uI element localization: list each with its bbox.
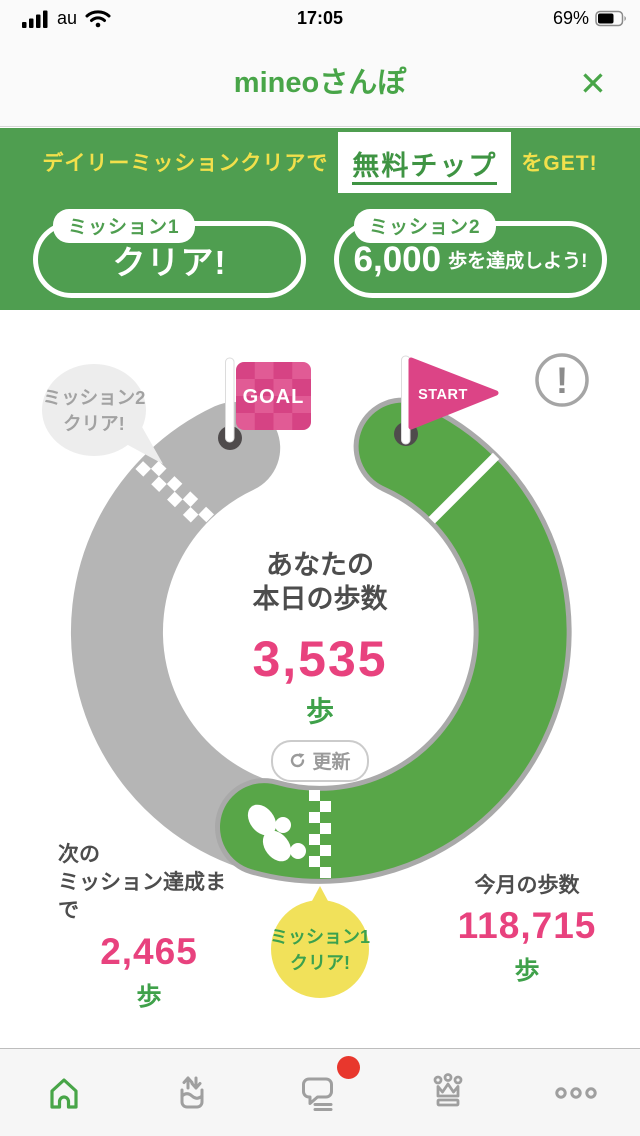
battery-percent: 69% bbox=[552, 8, 589, 28]
tab-home[interactable] bbox=[0, 1049, 128, 1136]
tab-transfer[interactable] bbox=[128, 1049, 256, 1136]
goal-flag-pole bbox=[225, 357, 235, 443]
goal-flag-banner bbox=[236, 362, 311, 430]
tab-bar bbox=[0, 1048, 640, 1136]
mission2-bubble: ミッション2 クリア! bbox=[42, 364, 163, 464]
free-chip-link[interactable]: 無料チップ bbox=[352, 150, 498, 185]
step-ring-section: GOAL START ! ミッション2 クリア! bbox=[0, 310, 640, 1048]
today-label-line1: あなたの bbox=[266, 550, 374, 580]
mission2-checker-line bbox=[135, 453, 214, 531]
goal-flag-label: GOAL bbox=[243, 386, 305, 408]
mission2-bubble-line1: ミッション2 bbox=[43, 387, 146, 408]
signal-strength-icon bbox=[22, 10, 48, 28]
status-left-cluster: au bbox=[22, 8, 111, 29]
page-title: mineoさんぽ bbox=[233, 67, 407, 99]
status-bar: au 17:05 69% bbox=[0, 0, 640, 40]
start-flag-pennant bbox=[408, 357, 499, 430]
monthly-steps-label: 今月の歩数 bbox=[474, 874, 580, 897]
banner-trail-text: をGET! bbox=[521, 152, 598, 175]
today-label-line2: 本日の歩数 bbox=[252, 584, 388, 614]
chat-icon bbox=[302, 1077, 333, 1111]
monthly-steps-unit: 歩 bbox=[514, 957, 540, 985]
mission1-bubble-line2: クリア! bbox=[290, 953, 350, 973]
more-icon bbox=[555, 1086, 597, 1099]
progress-ring: GOAL START ! ミッション2 クリア! bbox=[42, 353, 589, 998]
home-icon bbox=[50, 1077, 78, 1109]
tab-crown[interactable] bbox=[384, 1049, 512, 1136]
monthly-steps-stat: 今月の歩数 118,715 歩 bbox=[432, 869, 622, 987]
next-mission-label-line1: 次の bbox=[58, 843, 100, 866]
today-steps-readout: あなたの 本日の歩数 3,535 歩 更新 bbox=[0, 548, 640, 782]
ring-progress bbox=[220, 402, 567, 879]
banner-headline: デイリーミッションクリアで 無料チップ をGET! bbox=[0, 131, 640, 193]
monthly-steps-value: 118,715 bbox=[457, 905, 597, 946]
refresh-label: 更新 bbox=[312, 752, 351, 773]
next-mission-unit: 歩 bbox=[136, 983, 162, 1011]
footprints-icon bbox=[247, 804, 306, 862]
wifi-icon bbox=[85, 10, 111, 28]
banner-lead-text: デイリーミッションクリアで bbox=[42, 152, 329, 175]
mission2-pill: ミッション2 6,000 歩を達成しよう! bbox=[334, 209, 607, 298]
start-flag-label: START bbox=[418, 387, 468, 403]
transfer-icon bbox=[180, 1076, 204, 1108]
mission1-badge: ミッション1 bbox=[53, 209, 195, 243]
next-mission-value: 2,465 bbox=[100, 931, 198, 972]
start-flag: START bbox=[394, 355, 499, 446]
mission1-bubble: ミッション1 クリア! bbox=[270, 886, 370, 998]
mission1-pill: ミッション1 クリア! bbox=[33, 209, 306, 298]
ring-segment-divider bbox=[428, 452, 500, 524]
mission2-bubble-line2: クリア! bbox=[63, 413, 125, 434]
battery-icon bbox=[595, 10, 626, 27]
info-icon[interactable]: ! bbox=[535, 353, 589, 407]
tab-chat[interactable] bbox=[256, 1049, 384, 1136]
header: mineoさんぽ ✕ bbox=[0, 40, 640, 127]
close-button[interactable]: ✕ bbox=[568, 40, 618, 126]
notification-badge bbox=[337, 1056, 360, 1079]
mission1-bubble-line1: ミッション1 bbox=[270, 927, 370, 947]
info-icon-glyph: ! bbox=[556, 360, 568, 401]
today-steps-unit: 歩 bbox=[305, 696, 334, 727]
mission1-checker-line bbox=[309, 790, 331, 878]
clock: 17:05 bbox=[296, 8, 344, 28]
free-chip-box[interactable]: 無料チップ bbox=[338, 131, 512, 193]
crown-icon bbox=[433, 1072, 463, 1106]
next-mission-label-line2: ミッション達成まで bbox=[58, 871, 226, 922]
carrier-label: au bbox=[57, 8, 78, 28]
mission2-target-value: 6,000 bbox=[353, 239, 442, 279]
refresh-icon bbox=[291, 753, 305, 768]
mission-pills: ミッション1 クリア! ミッション2 6,000 歩を達成しよう! bbox=[0, 209, 640, 298]
mission-banner: デイリーミッションクリアで 無料チップ をGET! ミッション1 クリア! ミッ… bbox=[0, 128, 640, 310]
next-mission-stat: 次の ミッション達成まで 2,465 歩 bbox=[58, 841, 240, 1013]
tab-more[interactable] bbox=[512, 1049, 640, 1136]
mission2-badge: ミッション2 bbox=[354, 209, 496, 243]
refresh-button[interactable]: 更新 bbox=[271, 740, 369, 782]
today-steps-value: 3,535 bbox=[252, 631, 388, 687]
goal-flag: GOAL bbox=[218, 357, 311, 450]
status-right-cluster: 69% bbox=[553, 8, 628, 29]
mission1-status: クリア! bbox=[112, 243, 227, 281]
mission2-target-text: 歩を達成しよう! bbox=[448, 251, 588, 272]
